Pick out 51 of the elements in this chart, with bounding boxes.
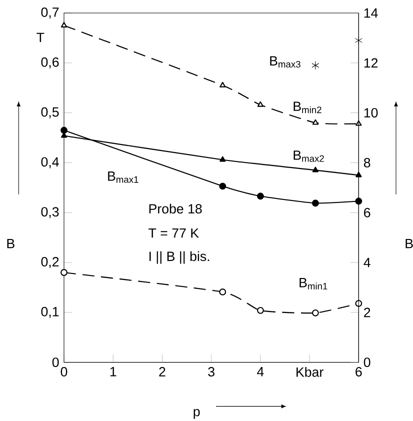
y-tick-label: 0 [52,358,59,368]
point [312,200,319,207]
y2-tick-label: 6 [364,208,370,218]
point [219,288,226,296]
y-tick-label: 0,5 [41,107,59,118]
y2-tick-label: 4 [364,258,370,268]
point [60,269,68,276]
series-label: B$_{max3}$ [270,56,300,68]
point [220,156,226,162]
x-tick-label: 3 [208,367,214,376]
x-tick-label: 0 [60,367,68,376]
x-tick-label: 6 [356,367,362,376]
text: T [36,32,44,42]
point [355,300,362,307]
y2-tick-label: 0 [364,358,370,368]
point [355,198,362,205]
y2-tick-label: 10 [364,108,378,118]
point [312,166,319,172]
y-tick-label: 0,1 [41,306,59,318]
point [60,22,68,28]
series-label: B$_{max2}$ [294,150,324,162]
y2-axis-title: B [406,238,413,248]
point [60,126,68,134]
y-tick-label: 0,7 [41,8,59,19]
series-label: B$_{max1}$ [108,172,138,183]
series-label: B$_{min2}$ [294,102,322,114]
point [312,119,319,125]
point [256,306,264,314]
annotation: T = 77 K [148,228,199,238]
point [256,192,264,200]
series-label: B$_{min1}$ [300,278,328,290]
x-tick-label: 2 [159,367,166,376]
annotation: I || B || bis. [150,251,210,264]
x-tick-label: 1 [110,367,116,376]
y2-tick-label: 14 [364,8,378,18]
y-tick-label: 0,4 [41,157,59,168]
point [219,182,226,190]
annotation: Probe 18 [149,204,202,214]
y2-tick-label: 8 [364,158,370,168]
y-tick-label: 0,6 [41,57,59,68]
y2-tick-label: 2 [364,308,370,318]
y2-tick-label: 12 [364,58,378,68]
y-tick-label: 0,2 [41,257,59,268]
point [257,101,264,107]
y-tick-label: 0,3 [41,207,59,218]
y-axis-title: B [7,238,14,248]
x-tick-label: Kbar [296,367,324,377]
point [312,309,319,316]
x-axis-title: p [194,408,200,419]
point [220,82,226,88]
x-tick-label: 4 [257,367,264,376]
